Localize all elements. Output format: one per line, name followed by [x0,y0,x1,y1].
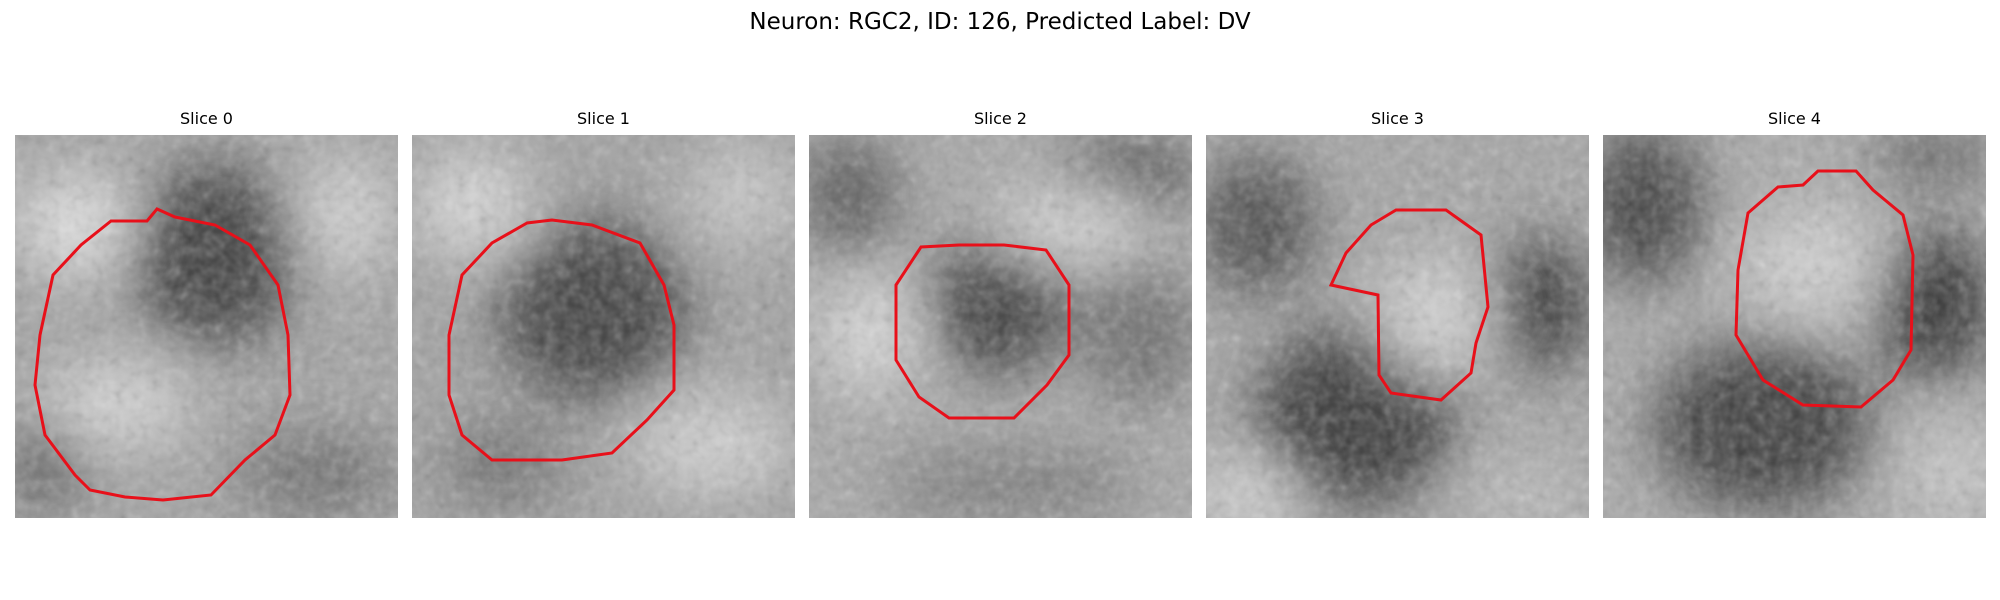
slice-panel-1: Slice 1 [412,108,795,518]
cell-contour [1328,208,1490,402]
slice-title: Slice 0 [180,109,233,128]
slice-image [412,135,795,518]
slice-title: Slice 4 [1768,109,1821,128]
slice-title: Slice 1 [577,109,630,128]
figure-title: Neuron: RGC2, ID: 126, Predicted Label: … [749,9,1251,35]
slice-panel-0: Slice 0 [15,108,398,518]
slice-image [1206,135,1589,518]
slice-title: Slice 3 [1371,109,1424,128]
cell-contour [447,218,676,462]
slice-title: Slice 2 [974,109,1027,128]
slice-panel-2: Slice 2 [809,108,1192,518]
slice-panel-3: Slice 3 [1206,108,1589,518]
slice-image [1603,135,1986,518]
slice-image [809,135,1192,518]
slice-panel-4: Slice 4 [1603,108,1986,518]
slice-image [15,135,398,518]
cell-contour [33,207,292,502]
cell-contour [894,243,1071,420]
cell-contour [1734,169,1915,409]
